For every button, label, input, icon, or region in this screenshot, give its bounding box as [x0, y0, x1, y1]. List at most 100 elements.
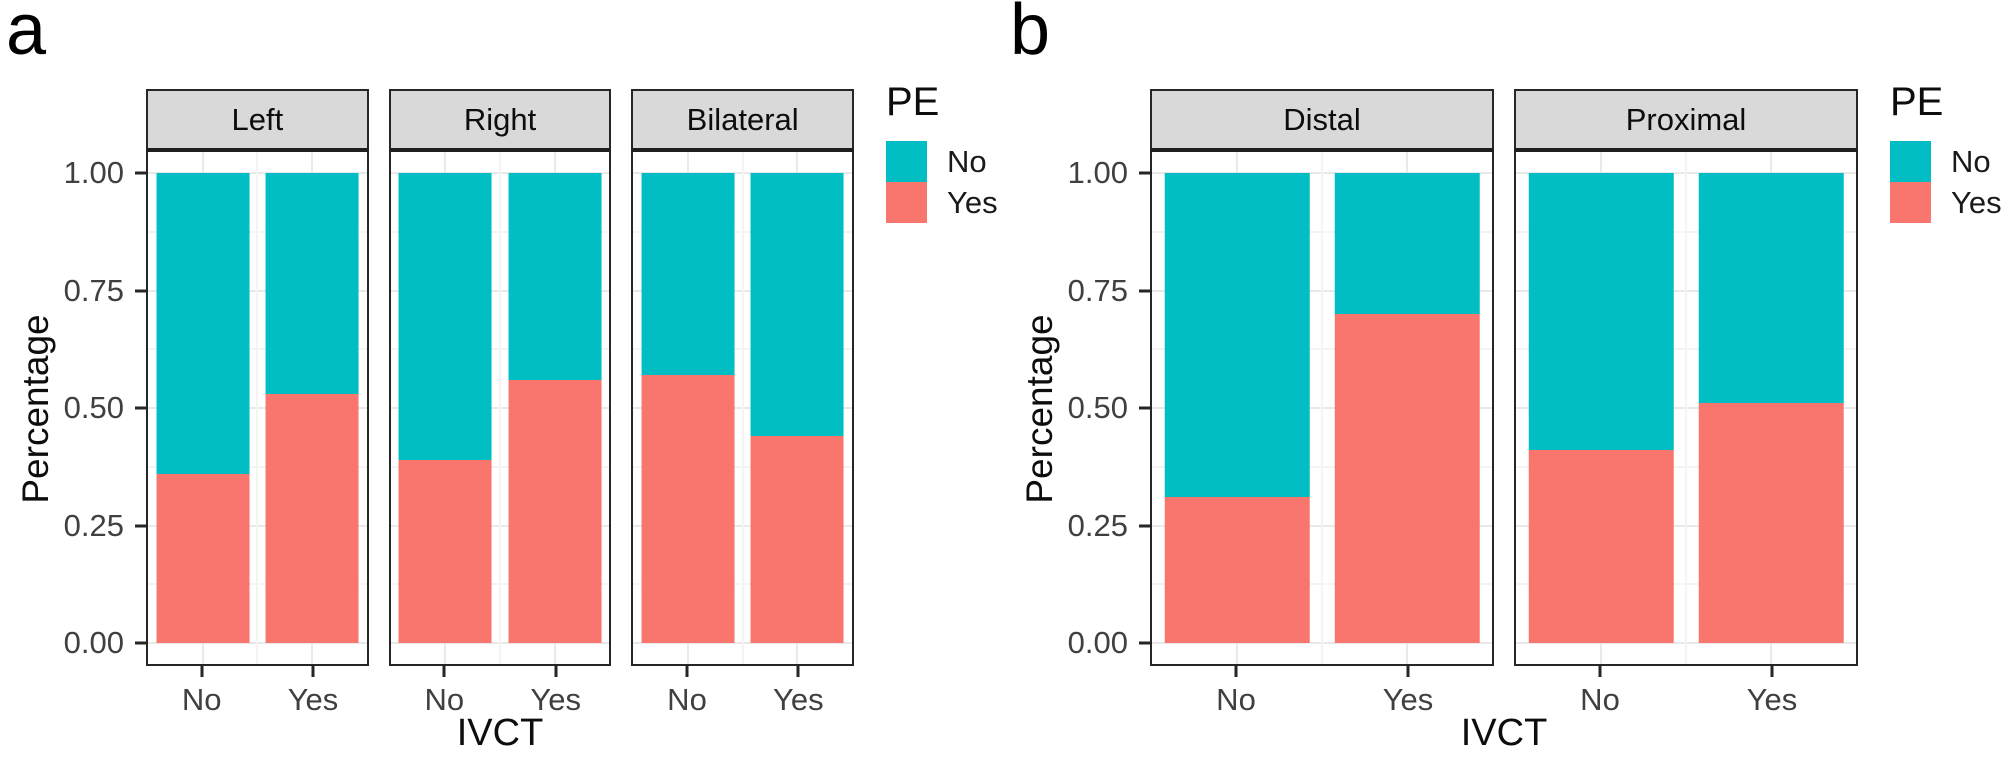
bar-segment-pe-no: [1334, 173, 1480, 314]
bar-segment-pe-yes: [1164, 497, 1310, 643]
x-tick-mark: [1234, 666, 1238, 677]
bar-segment-pe-no: [1528, 173, 1674, 451]
facets-row: Left Right Bilateral: [146, 89, 855, 666]
legend-title: PE: [886, 80, 940, 124]
facet-strip-label: Left: [146, 89, 369, 152]
y-tick-label: 0.00: [1067, 625, 1128, 660]
x-tick-mark: [200, 666, 204, 677]
legend-swatch-yes: [1890, 182, 1931, 223]
y-tick-mark: [1139, 641, 1150, 645]
y-tick-label: 0.25: [63, 507, 124, 543]
y-tick-mark: [135, 406, 146, 410]
gridline-minor-vertical: [1321, 152, 1323, 664]
bar-segment-pe-yes: [508, 379, 602, 643]
x-tick-mark: [685, 666, 689, 677]
bar-segment-pe-yes: [265, 393, 359, 643]
x-tick-mark: [1598, 666, 1602, 677]
gridline-minor-vertical: [499, 152, 501, 664]
stacked-bar-yes: [1334, 173, 1480, 643]
legend-swatch-no: [1890, 141, 1931, 182]
legend-keys: No Yes: [886, 141, 998, 223]
bar-segment-pe-no: [641, 173, 735, 376]
facet-panel: [1514, 152, 1858, 666]
x-axis-title: IVCT: [1460, 712, 1548, 754]
x-tick-label: Yes: [287, 682, 339, 717]
stacked-bar-no: [398, 173, 492, 643]
bar-segment-pe-no: [750, 173, 844, 437]
legend-key-label: No: [947, 143, 987, 179]
y-tick-label: 0.75: [63, 272, 124, 308]
facet-panel: [1150, 152, 1494, 666]
legend-swatch-no: [886, 141, 927, 182]
bar-segment-pe-yes: [750, 436, 844, 643]
y-tick-mark: [135, 289, 146, 292]
x-tick-mark: [442, 666, 446, 677]
x-tick-label: No: [667, 682, 707, 717]
legend-swatch-yes: [886, 182, 927, 223]
stacked-bar-no: [1528, 173, 1674, 643]
x-tick-label: No: [424, 682, 465, 717]
y-tick-mark: [135, 641, 146, 645]
stacked-bar-no: [641, 173, 735, 643]
x-label-cell: No Yes: [1150, 666, 1494, 722]
y-tick-label: 0.25: [1067, 507, 1128, 543]
gridline-minor-vertical: [256, 152, 259, 664]
x-tick-mark: [796, 666, 800, 677]
y-tick-mark: [1139, 289, 1150, 292]
bar-segment-pe-yes: [1698, 403, 1844, 643]
facet-strip-label: Bilateral: [631, 89, 855, 152]
stacked-bar-yes: [508, 173, 602, 643]
x-tick-label: Yes: [1746, 682, 1798, 717]
facet: Distal: [1150, 89, 1494, 666]
y-tick-mark: [135, 171, 146, 175]
legend-key-label: Yes: [1951, 184, 2002, 220]
stacked-bar-no: [156, 173, 250, 643]
bar-segment-pe-yes: [398, 459, 492, 643]
legend-key-label: Yes: [947, 184, 998, 220]
facet-strip-label: Distal: [1150, 89, 1494, 152]
facet: Left: [146, 89, 369, 666]
bar-segment-pe-yes: [156, 473, 250, 643]
facet: Proximal: [1514, 89, 1858, 666]
y-tick-label: 1.00: [63, 155, 124, 190]
gridline-minor-vertical: [741, 152, 744, 664]
x-tick-mark: [1770, 666, 1774, 677]
bar-segment-pe-no: [398, 173, 492, 460]
x-tick-label: Yes: [530, 682, 581, 717]
x-tick-mark: [311, 666, 315, 677]
x-axis-labels: No Yes No Yes: [1150, 666, 1858, 722]
gridline-minor-vertical: [1685, 152, 1687, 664]
y-tick-mark: [135, 524, 146, 527]
stacked-bar-yes: [750, 173, 844, 643]
stacked-bar-yes: [1698, 173, 1844, 643]
chart-panel-a: a Percentage 1.00 0.75 0.50 0.25 0.00 Left Ri…: [6, 0, 998, 754]
legend-key-no: No: [1890, 141, 2002, 182]
y-tick-label: 0.75: [1067, 272, 1128, 308]
chart-panel-b: b Percentage 1.00 0.75 0.50 0.25 0.00 Distal…: [1004, 0, 2008, 766]
y-tick-label: 0.50: [1067, 390, 1128, 425]
stacked-bar-yes: [265, 173, 359, 643]
facet-strip-label: Proximal: [1514, 89, 1858, 152]
x-tick-label: No: [181, 682, 222, 717]
bar-segment-pe-yes: [641, 375, 735, 643]
legend-key-no: No: [886, 141, 998, 182]
x-label-cell: No Yes: [1514, 666, 1858, 722]
legend-title: PE: [1890, 80, 1944, 124]
legend: PE No Yes: [1890, 80, 2002, 223]
x-tick-mark: [1406, 666, 1410, 677]
legend: PE No Yes: [886, 80, 998, 223]
facet: Right: [388, 89, 612, 666]
y-tick-label: 0.50: [63, 390, 124, 425]
x-axis-labels: No Yes No Yes No Yes: [146, 666, 854, 722]
bar-segment-pe-no: [508, 173, 602, 380]
x-label-cell: No Yes: [631, 666, 854, 722]
x-label-cell: No Yes: [389, 666, 612, 722]
facet-panel: [388, 152, 612, 666]
stacked-bar-no: [1164, 173, 1310, 643]
legend-key-label: No: [1951, 143, 1991, 179]
panel-letter-b: b: [1010, 0, 1051, 70]
facets-row: Distal Proximal: [1150, 89, 1858, 666]
y-tick-mark: [1139, 171, 1150, 175]
bar-segment-pe-no: [1698, 173, 1844, 404]
y-tick-label: 1.00: [1067, 155, 1128, 190]
